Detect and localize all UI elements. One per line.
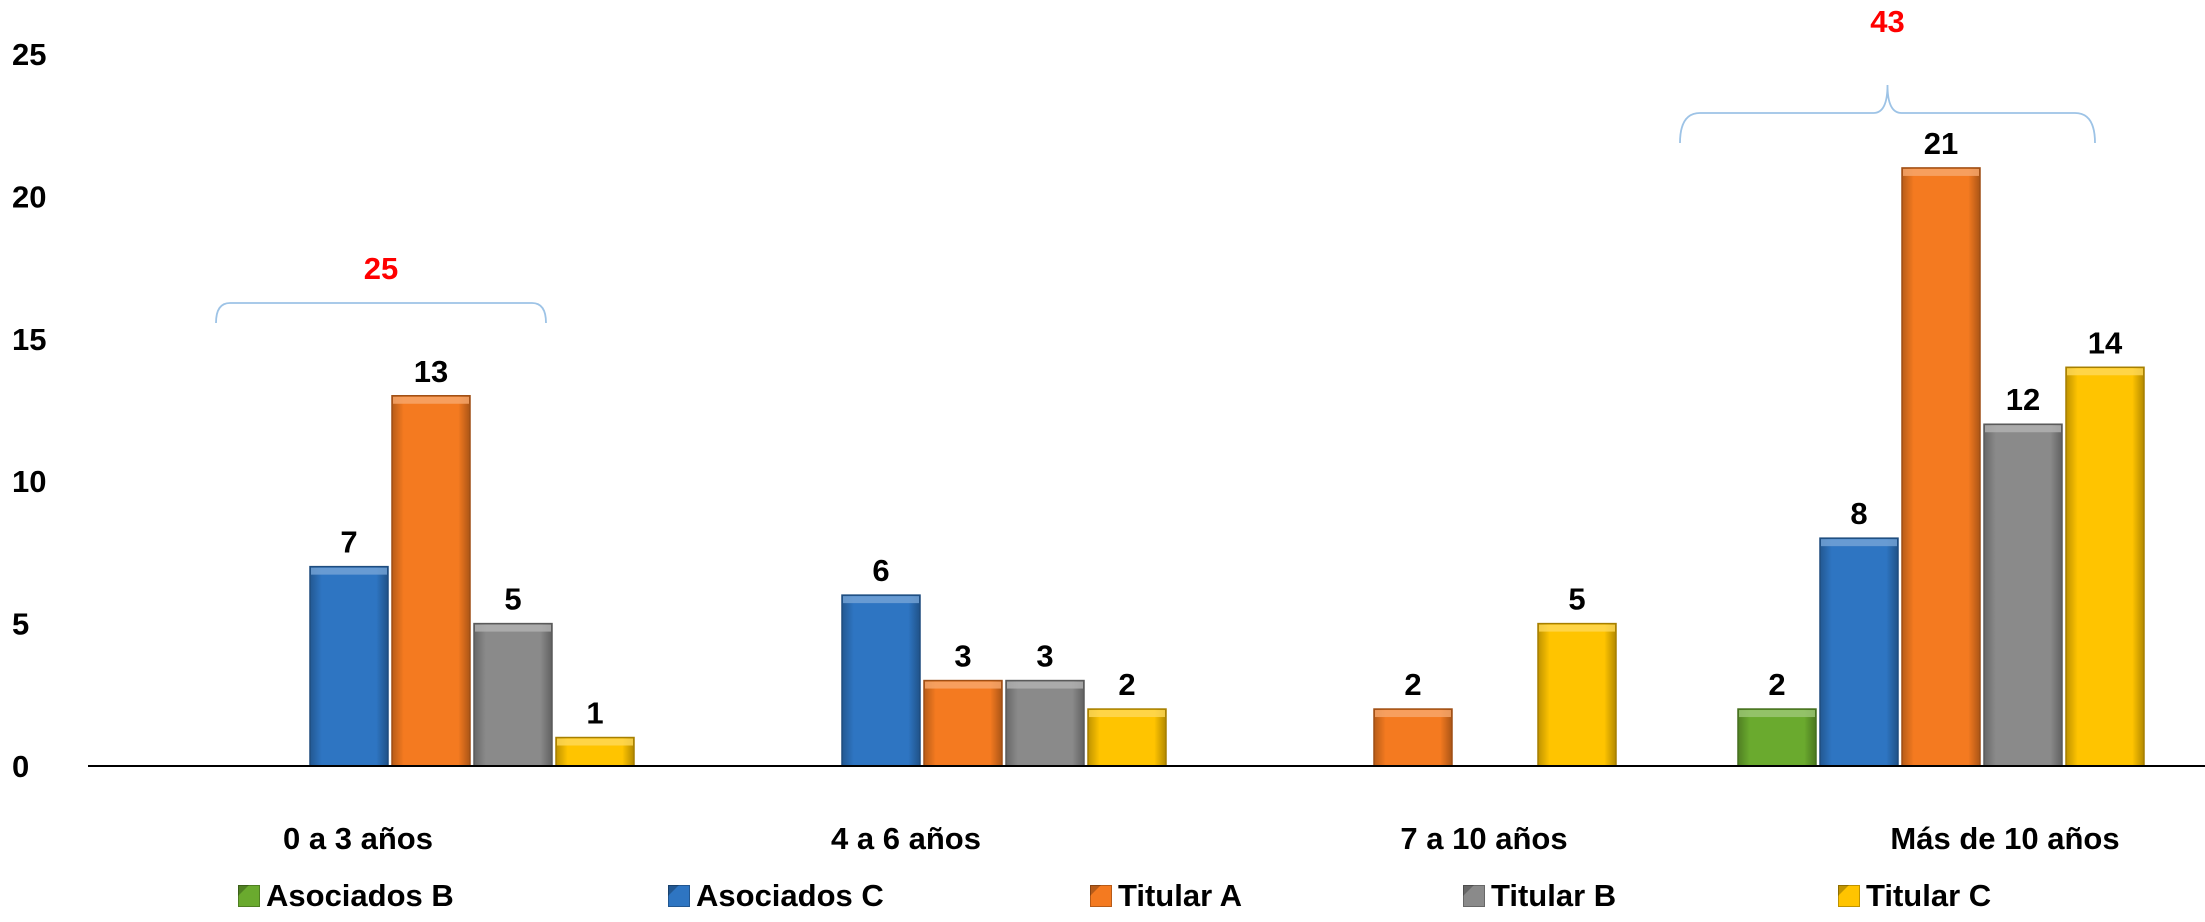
bar-rect [1537, 622, 1617, 767]
y-tick-label: 10 [12, 464, 46, 499]
bar-rect [391, 395, 471, 767]
bar-rect [1087, 708, 1167, 767]
bar [391, 395, 471, 767]
bar-value-label: 5 [504, 582, 521, 617]
legend-item: Titular B [1463, 876, 1616, 916]
bar-value-label: 2 [1404, 667, 1421, 702]
bar [1983, 423, 2063, 767]
bar-bevel [1903, 168, 1979, 176]
bar-rect [1005, 679, 1085, 767]
legend-swatch [668, 885, 690, 907]
bracket-total-label: 43 [1870, 4, 1904, 39]
legend-swatch [1463, 885, 1485, 907]
bracket-total-label: 25 [364, 251, 398, 286]
bar-bevel [1739, 710, 1815, 718]
bar-bevel [925, 681, 1001, 689]
bar-value-label: 6 [872, 553, 889, 588]
bar-value-label: 2 [1118, 667, 1135, 702]
bar [1005, 679, 1085, 767]
bar-bevel [2067, 368, 2143, 376]
bar-rect [1901, 167, 1981, 767]
y-tick-label: 25 [12, 37, 46, 72]
bracket-annotation: 43 [1679, 4, 2096, 144]
y-tick-label: 15 [12, 322, 46, 357]
chart-legend: Asociados B Asociados C Titular A Titular B… [0, 876, 2205, 916]
bar [1537, 622, 1617, 767]
legend-label: Titular A [1118, 878, 1243, 913]
bar-bevel [393, 396, 469, 404]
bar-rect [1819, 537, 1899, 767]
bar-rect [923, 679, 1003, 767]
legend-swatch [1838, 885, 1860, 907]
legend-swatch [238, 885, 260, 907]
bar-bevel [1089, 710, 1165, 718]
bar-rect [1737, 708, 1817, 767]
y-tick-label: 5 [12, 607, 29, 642]
bar [1373, 708, 1453, 767]
bar-rect [841, 594, 921, 767]
bar [309, 565, 389, 767]
bar-value-label: 12 [2006, 382, 2040, 417]
bar-value-label: 3 [954, 639, 971, 674]
bar-rect [473, 622, 553, 767]
bar [1819, 537, 1899, 767]
legend-swatch [1090, 885, 1112, 907]
bar-bevel [557, 738, 633, 746]
bar-value-label: 3 [1036, 639, 1053, 674]
bar [1901, 167, 1981, 767]
bar [841, 594, 921, 767]
legend-label: Titular B [1491, 878, 1617, 913]
legend-label: Asociados B [266, 878, 454, 913]
bar-bevel [843, 596, 919, 604]
bar-value-label: 2 [1768, 667, 1785, 702]
bar [1087, 708, 1167, 767]
legend-label: Titular C [1866, 878, 1992, 913]
bar-bevel [1985, 425, 2061, 433]
x-tick-label: 0 a 3 años [283, 821, 433, 856]
bar-value-label: 13 [414, 354, 448, 389]
bracket-path [215, 302, 547, 324]
bar-rect [309, 565, 389, 767]
bar-value-label: 1 [586, 696, 603, 731]
bar-value-label: 5 [1568, 582, 1585, 617]
bar [473, 622, 553, 767]
bracket-annotation: 25 [215, 251, 547, 324]
bar-bevel [1539, 624, 1615, 632]
legend-item: Asociados B [238, 876, 454, 916]
legend-item: Titular A [1090, 876, 1242, 916]
bar-bevel [1821, 539, 1897, 547]
x-tick-label: 4 a 6 años [831, 821, 981, 856]
bar-rect [1373, 708, 1453, 767]
x-tick-label: 7 a 10 años [1400, 821, 1567, 856]
bar [555, 736, 635, 767]
y-tick-label: 0 [12, 749, 29, 784]
bar-bevel [475, 624, 551, 632]
bar-value-label: 21 [1924, 126, 1958, 161]
legend-item: Titular C [1838, 876, 1991, 916]
bar-rect [2065, 366, 2145, 767]
bar-bevel [1007, 681, 1083, 689]
bar [923, 679, 1003, 767]
bar [1737, 708, 1817, 767]
bar-bevel [1375, 710, 1451, 718]
x-tick-label: Más de 10 años [1890, 821, 2119, 856]
bar [2065, 366, 2145, 767]
bar-value-label: 7 [340, 525, 357, 560]
legend-label: Asociados C [696, 878, 884, 913]
bracket-path [1679, 84, 2096, 144]
bar-value-label: 8 [1850, 496, 1867, 531]
bar-value-label: 14 [2088, 325, 2123, 360]
y-tick-label: 20 [12, 179, 46, 214]
bar-rect [1983, 423, 2063, 767]
bar-bevel [311, 567, 387, 575]
legend-item: Asociados C [668, 876, 884, 916]
